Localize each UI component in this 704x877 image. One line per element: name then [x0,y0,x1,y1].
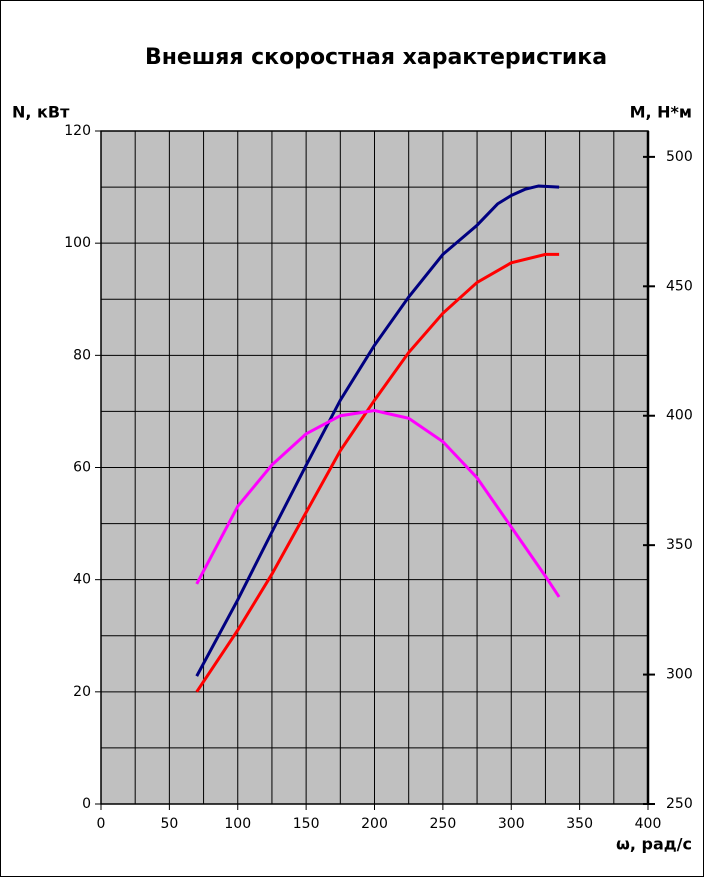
y-tick-label: 100 [64,235,91,251]
x-tick-label: 0 [97,816,106,832]
y-tick-label: 80 [73,347,91,363]
y2-tick-label: 450 [666,278,693,294]
x-tick-label: 50 [160,816,178,832]
chart-title: Внешяя скоростная характеристика [145,45,607,70]
x-tick-label: 100 [224,816,251,832]
x-tick-label: 200 [361,816,388,832]
y2-tick-label: 300 [666,667,693,683]
y2-axis-label: M, Н*м [630,103,692,122]
y2-tick-label: 350 [666,537,693,553]
y-tick-label: 60 [73,460,91,476]
series-line [195,184,560,677]
series-line [195,252,560,693]
y-tick-label: 20 [73,684,91,700]
y-axis-label: N, кВт [12,103,70,122]
x-tick-label: 300 [498,816,525,832]
x-tick-label: 350 [566,816,593,832]
y-tick-label: 120 [64,123,91,139]
x-tick-label: 250 [430,816,457,832]
y2-tick-label: 400 [666,408,693,424]
y-tick-label: 0 [82,796,91,812]
y2-tick-label: 250 [666,796,693,812]
y2-tick-label: 500 [666,149,693,165]
y-tick-label: 40 [73,572,91,588]
x-tick-label: 400 [635,816,662,832]
x-tick-label: 150 [293,816,320,832]
x-axis-label: ω, рад/с [616,835,692,854]
series-line [195,409,561,598]
